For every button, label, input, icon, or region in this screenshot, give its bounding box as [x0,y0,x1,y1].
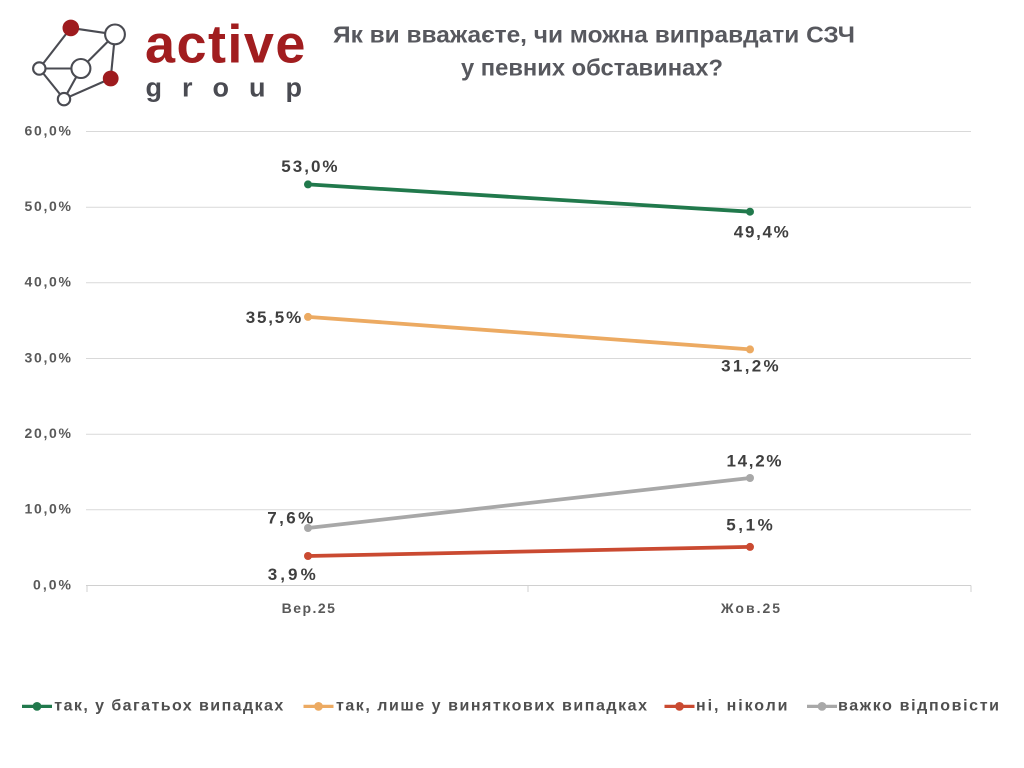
svg-text:3,9%: 3,9% [268,565,316,584]
svg-text:ні, ніколи: ні, ніколи [696,698,788,715]
svg-text:0,0%: 0,0% [33,576,72,592]
svg-text:group: group [146,72,322,102]
svg-text:так, у багатьох випадках: так, у багатьох випадках [54,698,283,715]
svg-text:7,6%: 7,6% [267,508,313,527]
svg-text:Вер.25: Вер.25 [282,600,336,616]
svg-text:5,1%: 5,1% [726,516,773,535]
svg-text:Жов.25: Жов.25 [720,600,780,616]
svg-text:Як ви вважаєте, чи можна випра: Як ви вважаєте, чи можна виправдати СЗЧ [333,22,855,48]
svg-text:active: active [145,14,307,74]
svg-text:важко відповісти: важко відповісти [838,698,999,715]
svg-text:у певних обставинах?: у певних обставинах? [461,54,723,80]
